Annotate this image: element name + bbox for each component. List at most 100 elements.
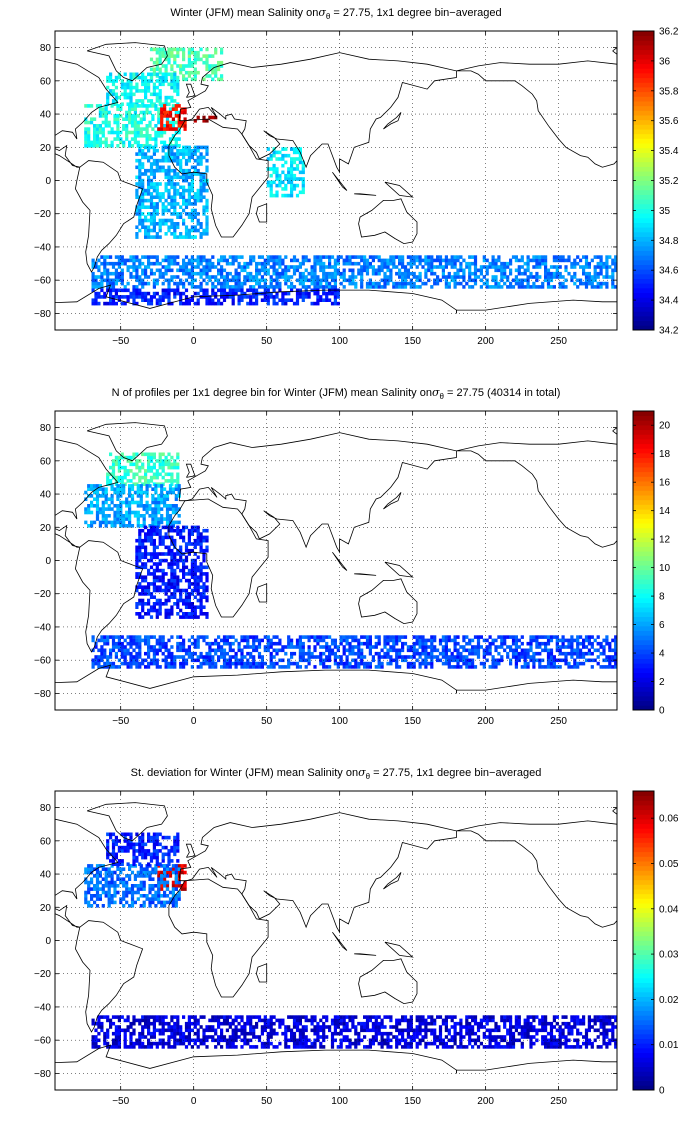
bin-cell <box>110 484 114 488</box>
bin-cell <box>126 258 130 263</box>
bin-cell <box>535 635 539 639</box>
bin-cell <box>313 285 317 289</box>
bin-cell <box>147 155 151 160</box>
bin-cell <box>272 180 276 185</box>
bin-cell <box>144 548 148 553</box>
bin-cell <box>144 275 148 279</box>
bin-cell <box>117 265 121 269</box>
bin-cell <box>170 585 174 589</box>
bin-cell <box>403 658 408 663</box>
bin-cell <box>144 565 148 570</box>
bin-cell <box>190 565 194 570</box>
bin-cell <box>205 528 209 533</box>
bin-cell <box>138 615 142 619</box>
bin-cell <box>325 635 329 639</box>
bin-cell <box>412 271 416 276</box>
bin-cell <box>336 261 340 266</box>
bin-cell <box>142 110 146 115</box>
bin-cell <box>202 182 206 186</box>
bin-cell <box>155 301 159 306</box>
bin-cell <box>511 255 516 259</box>
bin-cell <box>211 67 215 72</box>
bin-cell <box>149 301 154 306</box>
bin-cell <box>517 651 521 656</box>
bin-cell <box>363 258 367 263</box>
bin-cell <box>138 572 142 576</box>
bin-cell <box>287 265 291 269</box>
bin-cell <box>573 661 577 666</box>
bin-cell <box>158 542 162 546</box>
bin-cell <box>447 635 451 639</box>
colorbar-step <box>633 133 654 139</box>
bin-cell <box>222 281 227 286</box>
bin-cell <box>167 195 171 199</box>
bin-cell <box>555 641 559 646</box>
bin-cell <box>144 89 148 93</box>
bin-cell <box>84 897 88 901</box>
bin-cell <box>590 281 594 286</box>
bin-cell <box>509 658 513 663</box>
bin-cell <box>135 588 139 593</box>
bin-cell <box>514 281 518 286</box>
coastline <box>354 573 377 576</box>
coastline <box>86 422 168 462</box>
bin-cell <box>177 520 181 525</box>
bin-cell <box>147 168 151 173</box>
bin-cell <box>193 528 197 533</box>
bin-cell <box>149 218 154 223</box>
bin-cell <box>110 494 114 498</box>
bin-cell <box>184 298 189 302</box>
bin-cell <box>231 255 235 259</box>
bin-cell <box>176 192 180 196</box>
bin-cell <box>529 635 533 639</box>
bin-cell <box>360 641 364 646</box>
bin-cell <box>144 641 148 646</box>
bin-cell <box>139 514 143 518</box>
bin-cell <box>160 140 164 145</box>
bin-cell <box>292 271 297 276</box>
bin-cell <box>269 281 273 286</box>
bin-cell <box>141 562 145 566</box>
colorbar-step <box>633 415 654 421</box>
bin-cell <box>184 612 189 616</box>
bin-cell <box>170 85 174 90</box>
bin-cell <box>141 661 145 666</box>
bin-cell <box>325 291 329 296</box>
bin-cell <box>304 651 308 656</box>
bin-cell <box>205 655 209 659</box>
bin-cell <box>116 507 120 511</box>
bin-cell <box>120 452 124 457</box>
colorbar-step <box>633 523 654 529</box>
bin-cell <box>190 225 194 229</box>
colorbar-step <box>633 457 654 463</box>
bin-cell <box>125 504 129 508</box>
bin-cell <box>342 271 346 276</box>
bin-cell <box>174 884 178 888</box>
bin-cell <box>101 507 105 511</box>
bin-cell <box>488 648 492 653</box>
bin-cell <box>152 651 156 656</box>
bin-cell <box>135 195 139 199</box>
bin-cell <box>107 130 111 135</box>
bin-cell <box>392 648 396 653</box>
bin-cell <box>564 265 568 269</box>
bin-cell <box>155 608 159 613</box>
bin-cell <box>357 641 361 646</box>
bin-cell <box>459 261 463 266</box>
bin-cell <box>205 57 209 62</box>
bin-cell <box>406 275 410 279</box>
coastline <box>255 203 268 223</box>
bin-cell <box>167 261 171 266</box>
bin-cell <box>158 60 162 65</box>
bin-cell <box>237 661 241 666</box>
bin-cell <box>106 255 110 259</box>
bin-cell <box>111 459 116 463</box>
bin-cell <box>301 258 305 263</box>
bin-cell <box>231 295 235 299</box>
colorbar-step <box>633 663 654 669</box>
bin-cell <box>438 261 443 266</box>
bin-cell <box>128 490 132 495</box>
bin-cell <box>412 285 416 289</box>
bin-cell <box>116 130 120 135</box>
bin-cell <box>145 110 149 115</box>
